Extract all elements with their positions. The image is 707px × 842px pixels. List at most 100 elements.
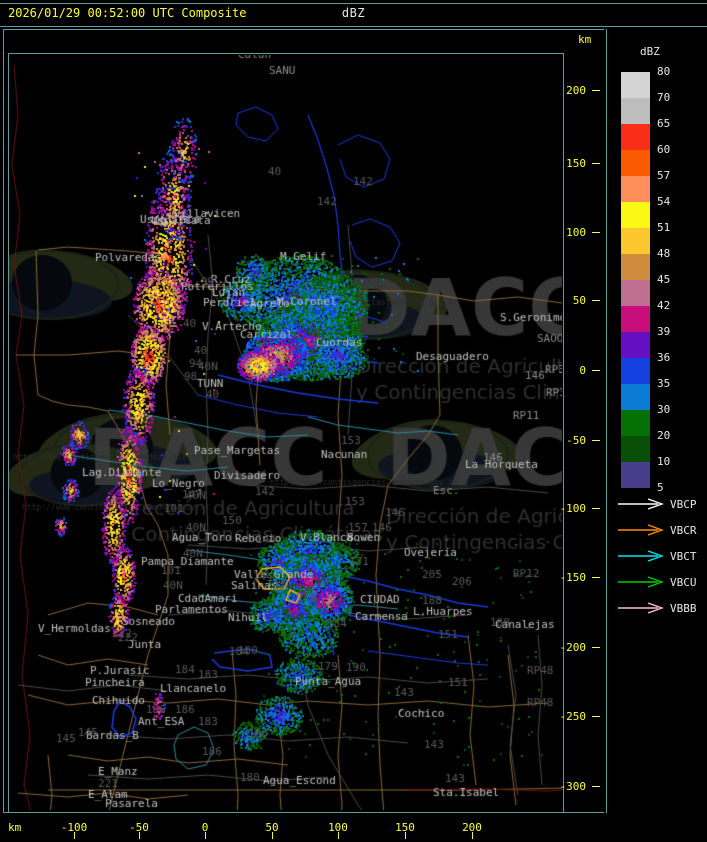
colorbar-swatch[interactable]	[621, 358, 650, 384]
colorbar-swatch[interactable]	[621, 202, 650, 228]
arrow-icon	[618, 550, 664, 562]
y-axis-tick-label: 150	[566, 157, 586, 170]
x-axis-tick-label: 0	[201, 821, 209, 834]
y-axis-tick-mark	[592, 508, 600, 509]
colorbar-swatch[interactable]	[621, 254, 650, 280]
y-axis-tick-label: -200	[559, 641, 587, 654]
right-panel-divider	[606, 29, 607, 813]
colorbar-tick-label: 57	[657, 169, 671, 182]
plot-bottom-divider	[3, 812, 604, 813]
title-bar: dBZ	[0, 0, 707, 27]
radar-reflectivity-canvas[interactable]	[8, 55, 562, 810]
colorbar-tick-label: 42	[657, 299, 671, 312]
arrow-icon	[618, 602, 664, 614]
colorbar-tick-label: 54	[657, 195, 671, 208]
y-axis-tick-mark	[592, 786, 600, 787]
y-axis-tick-mark	[592, 300, 600, 301]
arrow-legend-item: VBBB	[618, 598, 706, 624]
arrow-legend-item: VBCT	[618, 546, 706, 572]
y-axis-tick-mark	[592, 163, 600, 164]
x-axis-tick-label: 50	[265, 821, 279, 834]
arrow-legend-label: VBCT	[670, 550, 697, 563]
plot-border-top	[3, 29, 604, 30]
colorbar-swatch[interactable]	[621, 462, 650, 488]
window-title: dBZ	[341, 6, 366, 20]
colorbar-tick-label: 39	[657, 325, 671, 338]
y-axis-tick-label: 50	[572, 294, 586, 307]
colorbar-swatch[interactable]	[621, 436, 650, 462]
colorbar-swatch[interactable]	[621, 228, 650, 254]
y-axis-tick-label: 0	[579, 364, 586, 377]
y-axis-tick-label: 100	[566, 226, 586, 239]
colorbar-tick-label: 20	[657, 429, 671, 442]
colorbar-swatch[interactable]	[621, 306, 650, 332]
x-axis-tick-mark	[139, 832, 140, 839]
x-axis-tick-label: -50	[129, 821, 149, 834]
x-axis-tick-mark	[405, 832, 406, 839]
colorbar[interactable]	[621, 72, 650, 488]
x-axis-tick-label: 100	[328, 821, 348, 834]
timestamp-label: 2026/01/29 00:52:00 UTC Composite	[8, 6, 247, 20]
y-axis-tick-label: -50	[566, 434, 586, 447]
title-divider-bottom	[0, 26, 707, 27]
colorbar-tick-label: 70	[657, 91, 671, 104]
y-axis-tick-mark	[592, 370, 600, 371]
x-axis-tick-label: 200	[462, 821, 482, 834]
arrow-legend-item: VBCR	[618, 520, 706, 546]
colorbar-swatch[interactable]	[621, 410, 650, 436]
colorbar-tick-label: 60	[657, 143, 671, 156]
colorbar-tick-label: 10	[657, 455, 671, 468]
colorbar-tick-label: 30	[657, 403, 671, 416]
colorbar-tick-label: 80	[657, 65, 671, 78]
x-axis-tick-label: 150	[395, 821, 415, 834]
x-axis-tick-mark	[205, 832, 206, 839]
y-axis-tick-mark	[592, 90, 600, 91]
y-axis-tick-label: -250	[559, 710, 587, 723]
colorbar-swatch[interactable]	[621, 332, 650, 358]
x-axis-tick-mark	[338, 832, 339, 839]
colorbar-swatch[interactable]	[621, 72, 650, 98]
arrow-legend-item: VBCU	[618, 572, 706, 598]
arrow-icon	[618, 524, 664, 536]
title-divider-top	[0, 3, 707, 4]
colorbar-swatch[interactable]	[621, 98, 650, 124]
y-axis-tick-label: -100	[559, 502, 587, 515]
arrow-icon	[618, 576, 664, 588]
y-axis-tick-mark	[592, 577, 600, 578]
y-axis-tick-mark	[592, 232, 600, 233]
colorbar-tick-label: 45	[657, 273, 671, 286]
x-axis-tick-mark	[472, 832, 473, 839]
x-axis-unit-label: km	[8, 821, 22, 834]
y-axis-tick-label: 200	[566, 84, 586, 97]
y-axis-unit-label: km	[578, 33, 592, 46]
colorbar-title: dBZ	[640, 45, 660, 58]
arrow-legend-label: VBCP	[670, 498, 697, 511]
arrow-legend-label: VBBB	[670, 602, 697, 615]
y-axis-tick-label: -150	[559, 571, 587, 584]
x-axis-tick-label: -100	[60, 821, 88, 834]
colorbar-tick-label: 5	[657, 481, 664, 494]
radar-image[interactable]	[8, 55, 562, 810]
colorbar-tick-label: 36	[657, 351, 671, 364]
y-axis-tick-mark	[592, 716, 600, 717]
arrow-icon	[618, 498, 664, 510]
colorbar-swatch[interactable]	[621, 176, 650, 202]
colorbar-tick-label: 51	[657, 221, 671, 234]
colorbar-swatch[interactable]	[621, 150, 650, 176]
arrow-legend-label: VBCR	[670, 524, 697, 537]
colorbar-tick-label: 35	[657, 377, 671, 390]
colorbar-tick-label: 65	[657, 117, 671, 130]
y-axis-tick-mark	[592, 440, 600, 441]
y-axis-tick-label: -300	[559, 780, 587, 793]
colorbar-swatch[interactable]	[621, 280, 650, 306]
arrow-legend: VBCP VBCR VBCT VBCU VBBB	[618, 494, 706, 624]
colorbar-tick-label: 48	[657, 247, 671, 260]
x-axis-tick-mark	[272, 832, 273, 839]
arrow-legend-item: VBCP	[618, 494, 706, 520]
y-axis-tick-mark	[592, 647, 600, 648]
colorbar-swatch[interactable]	[621, 384, 650, 410]
x-axis-tick-mark	[74, 832, 75, 839]
arrow-legend-label: VBCU	[670, 576, 697, 589]
colorbar-swatch[interactable]	[621, 124, 650, 150]
